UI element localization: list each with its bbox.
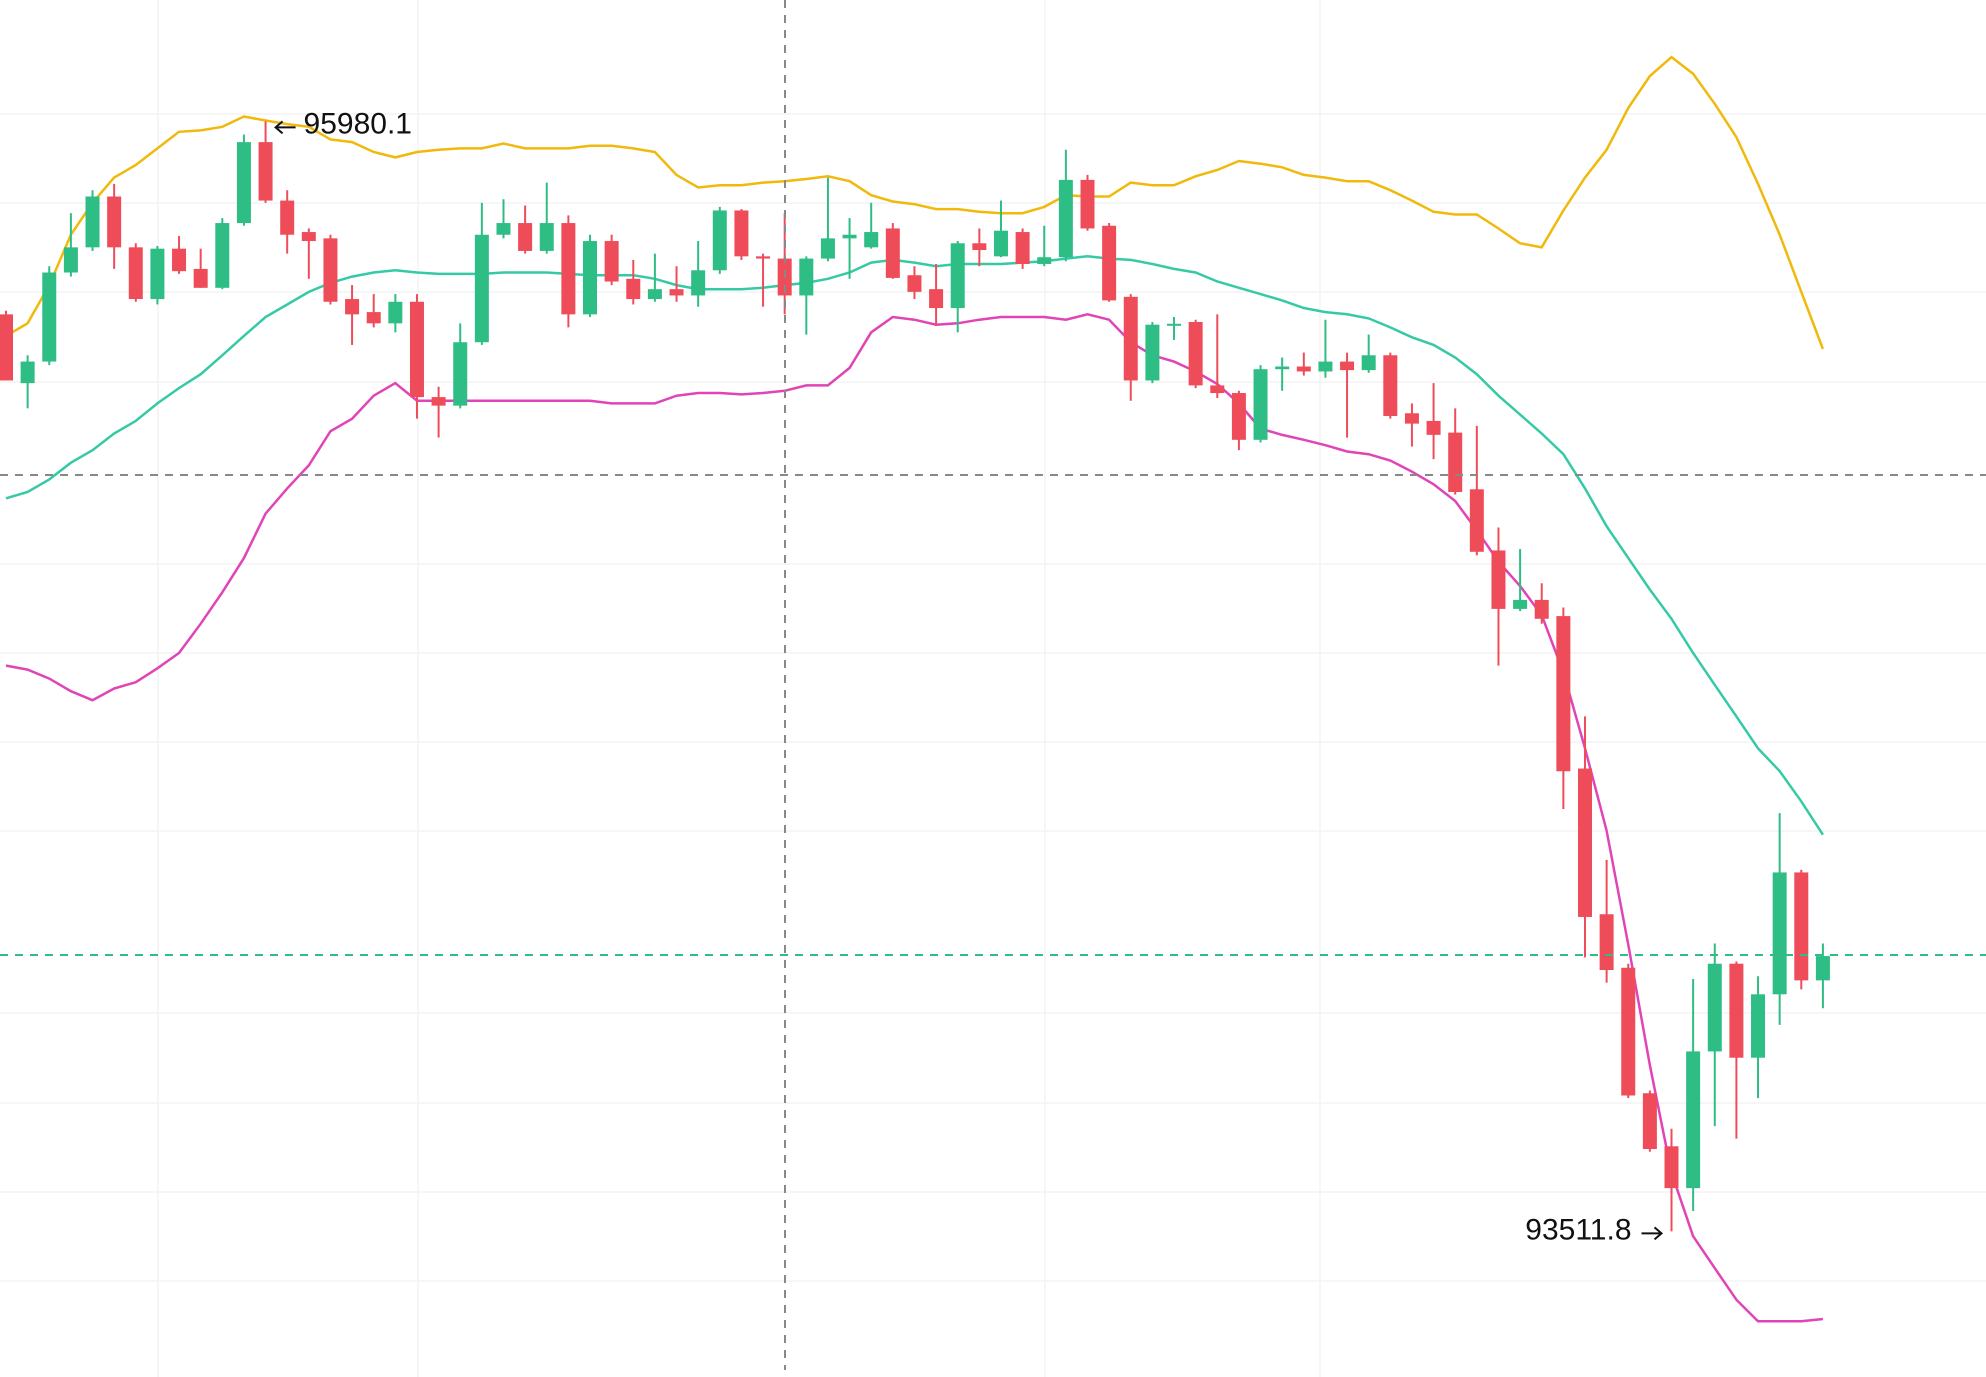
band-line <box>5 313 1824 1323</box>
candle-body <box>518 223 533 251</box>
candle-body <box>20 361 35 384</box>
candle-body <box>42 272 57 362</box>
candle-body <box>950 243 965 309</box>
candle-body <box>1383 355 1398 416</box>
candle-body <box>1534 599 1549 619</box>
candle-body <box>712 210 727 271</box>
candle-body <box>1037 257 1052 264</box>
candle-body <box>1210 385 1225 394</box>
candle-body <box>1556 616 1571 772</box>
candle-body <box>1188 321 1203 386</box>
candle-body <box>864 232 879 248</box>
candle-body <box>453 342 468 406</box>
candle-body <box>1664 1146 1679 1189</box>
candle-body <box>1686 1051 1701 1189</box>
candle-body <box>215 223 230 288</box>
candle-body <box>1772 872 1787 995</box>
annotation-arrowhead <box>274 120 284 135</box>
plot-area <box>0 55 1830 1323</box>
candle-body <box>1404 413 1419 424</box>
candle-body <box>907 275 922 292</box>
candle-body <box>1145 324 1160 381</box>
candle-body <box>1231 393 1246 440</box>
candle-body <box>1448 432 1463 492</box>
candle-body <box>0 314 13 381</box>
candle-body <box>236 142 251 224</box>
candle-body <box>409 301 424 398</box>
candle-body <box>1058 179 1073 258</box>
candle-body <box>1015 232 1030 264</box>
candle-body <box>993 230 1008 257</box>
candle-body <box>842 234 857 239</box>
candle-body <box>1815 956 1830 981</box>
candle-body <box>107 196 122 248</box>
candle-body <box>301 232 316 242</box>
candle-body <box>1340 361 1355 371</box>
candle-body <box>539 223 554 251</box>
candle-body <box>756 256 771 259</box>
candle-body <box>1318 361 1333 372</box>
candle-body <box>1275 366 1290 370</box>
candle-body <box>583 241 598 315</box>
low-annotation: 93511.8 <box>1525 1213 1631 1246</box>
candle-body <box>1361 355 1376 371</box>
candle-body <box>691 270 706 296</box>
candle-body <box>820 238 835 259</box>
candle-body <box>972 243 987 251</box>
candle-body <box>1621 967 1636 1096</box>
candle-body <box>366 312 381 324</box>
candle-body <box>1642 1093 1657 1149</box>
candle-body <box>1729 963 1744 1058</box>
band-line <box>5 55 1825 350</box>
candle-body <box>1080 179 1095 229</box>
candle-body <box>929 289 944 309</box>
candle-body <box>1577 768 1592 917</box>
candle-body <box>258 142 273 201</box>
candle-body <box>647 289 662 300</box>
candle-body <box>885 228 900 278</box>
candle-body <box>431 397 446 406</box>
candle-body <box>1296 366 1311 372</box>
candle-body <box>1513 599 1528 609</box>
candle-body <box>1707 963 1722 1052</box>
candle-body <box>1599 914 1614 971</box>
candle-body <box>604 241 619 282</box>
candle-body <box>626 278 641 300</box>
candle-body <box>1794 872 1809 981</box>
candle-body <box>85 196 100 248</box>
candle-body <box>150 248 165 300</box>
candle-body <box>1751 994 1766 1058</box>
candle-body <box>280 200 295 235</box>
candle-body <box>734 210 749 257</box>
candle-body <box>193 268 208 288</box>
candle-body <box>1102 225 1117 301</box>
candle-body <box>1123 296 1138 381</box>
candle-body <box>1469 489 1484 552</box>
candle-body <box>561 223 576 315</box>
candle-body <box>172 248 187 272</box>
candle-body <box>345 299 360 315</box>
candle-body <box>323 238 338 302</box>
annotations: 95980.1 93511.8 <box>274 107 1664 1246</box>
candle-body <box>799 258 814 296</box>
candle-body <box>1491 550 1506 609</box>
band-line <box>5 255 1824 836</box>
candle-body <box>1426 420 1441 435</box>
candle-body <box>1167 323 1182 326</box>
candle-body <box>669 289 684 296</box>
annotation-arrowhead <box>1653 1226 1664 1241</box>
candle-body <box>63 247 78 273</box>
candle-body <box>388 301 403 324</box>
candle-body <box>496 223 511 235</box>
high-annotation: 95980.1 <box>304 107 412 140</box>
candle-body <box>128 247 143 300</box>
candle-body <box>1253 369 1268 440</box>
candle-body <box>474 234 489 343</box>
